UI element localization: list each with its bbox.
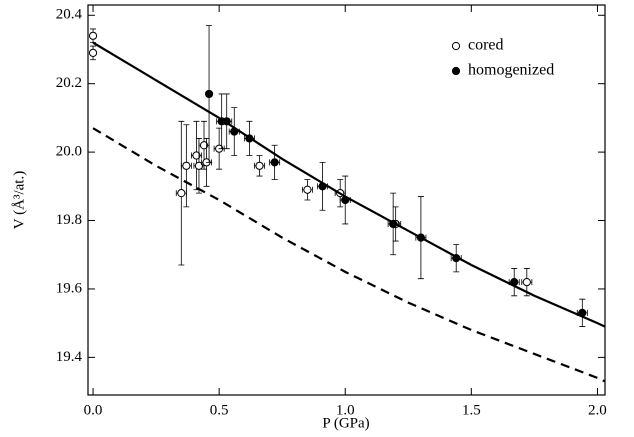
x-tick-label: 0.5 <box>210 402 229 418</box>
y-tick-label: 19.8 <box>56 212 82 228</box>
data-point <box>270 158 279 167</box>
x-tick-label: 0.0 <box>84 402 103 418</box>
y-tick-label: 20.2 <box>56 75 82 91</box>
data-point <box>522 278 531 287</box>
legend-label: homogenized <box>468 62 554 79</box>
data-point <box>199 141 209 150</box>
x-axis-title: P (GPa) <box>322 415 369 431</box>
data-point <box>255 161 264 170</box>
y-tick-label: 20.4 <box>56 7 83 23</box>
x-tick-label: 1.5 <box>462 402 481 418</box>
data-point <box>177 189 186 198</box>
data-point <box>182 161 191 170</box>
data-point <box>204 89 214 99</box>
legend-label: cored <box>468 37 504 54</box>
y-tick-label: 19.6 <box>56 280 83 296</box>
x-tick-label: 1.0 <box>336 402 355 418</box>
fit-curve <box>92 127 606 383</box>
x-tick-label: 2.0 <box>588 402 607 418</box>
data-point <box>194 161 204 170</box>
data-point <box>303 185 312 194</box>
legend-marker <box>451 66 461 76</box>
y-tick-label: 19.4 <box>56 349 83 365</box>
y-tick-label: 20.0 <box>56 144 82 160</box>
plot-frame <box>87 4 606 396</box>
data-point <box>88 48 98 57</box>
legend-marker <box>451 41 461 51</box>
fit-curve <box>92 41 606 328</box>
data-point <box>192 151 201 160</box>
data-point <box>88 31 98 40</box>
y-axis-title: V (Å³/at.) <box>11 171 27 229</box>
